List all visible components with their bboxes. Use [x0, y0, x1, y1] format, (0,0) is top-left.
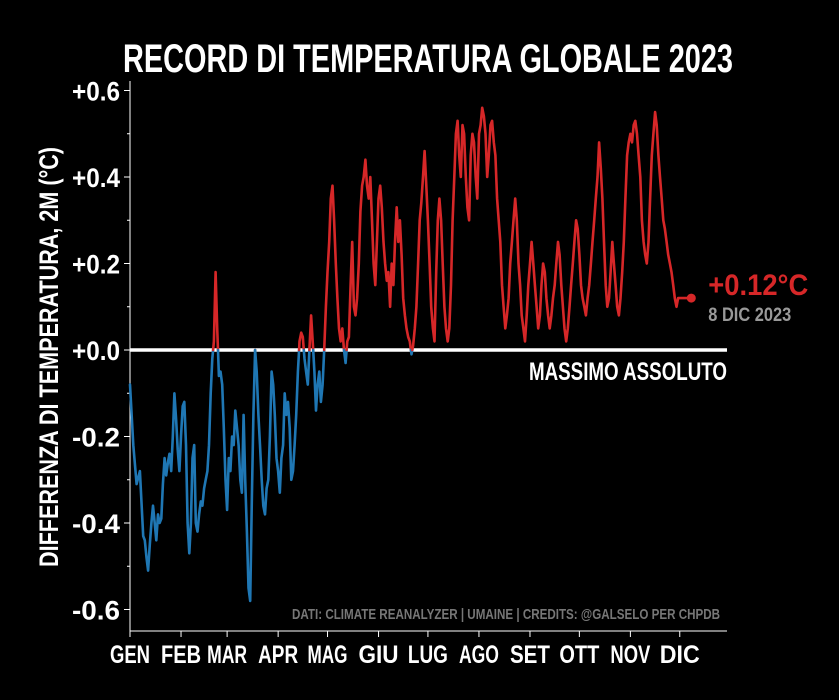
axes: +0.6 +0.4 +0.2 +0.0 -0.2 -0.4 -0.6 GEN FEB MAR APR… [72, 77, 727, 669]
series-line-below-record [128, 348, 215, 572]
x-tick-label: DIC [660, 641, 700, 669]
x-tick-label: SET [510, 641, 550, 669]
series-line-below-record [216, 348, 257, 603]
y-tick-label: +0.6 [72, 77, 120, 107]
x-tick-label: AGO [459, 641, 499, 669]
x-tick-label: MAG [308, 641, 348, 669]
x-tick-label: GIU [359, 641, 399, 669]
y-tick-label: -0.4 [72, 509, 120, 539]
x-tick-label: FEB [161, 641, 201, 669]
endpoint-marker [686, 293, 696, 303]
x-tick-label: MAR [207, 641, 247, 669]
y-tick-label: -0.6 [72, 596, 120, 626]
x-tick-label: LUG [408, 641, 448, 669]
series-line-below-record [311, 348, 326, 412]
series-line-above-record [345, 158, 413, 352]
y-tick-label: -0.2 [72, 423, 120, 453]
series-line-below-record [302, 348, 311, 386]
endpoint-value-label: +0.12°C [708, 269, 808, 302]
series-line-below-record [342, 348, 348, 365]
x-tick-label: GEN [110, 641, 150, 669]
series-line-above-record [211, 270, 220, 352]
annotations: MASSIMO ASSOLUTO +0.12°C 8 DIC 2023 DATI: C… [292, 269, 808, 623]
temperature-series [128, 106, 727, 603]
y-tick-label: +0.4 [72, 163, 120, 193]
series-line-above-record [297, 331, 306, 352]
series-line-below-record [409, 348, 414, 356]
series-line-above-record [322, 184, 346, 352]
chart-title: RECORD DI TEMPERATURA GLOBALE 2023 [123, 37, 733, 81]
series-line-below-record [253, 348, 301, 516]
endpoint-date-label: 8 DIC 2023 [708, 305, 791, 326]
x-tick-label: APR [258, 641, 298, 669]
baseline-label: MASSIMO ASSOLUTO [529, 358, 727, 386]
y-tick-label: +0.2 [72, 250, 120, 280]
x-tick-label: OTT [559, 641, 599, 669]
series-line-above-record [308, 314, 315, 352]
y-axis-label: DIFFERENZA DI TEMPERATURA, 2M (°C) [34, 147, 64, 567]
series-line-above-record [411, 106, 693, 352]
y-tick-label: +0.0 [72, 336, 120, 366]
credits-text: DATI: CLIMATE REANALYZER | UMAINE | CRED… [292, 606, 720, 623]
x-tick-label: NOV [610, 641, 650, 669]
